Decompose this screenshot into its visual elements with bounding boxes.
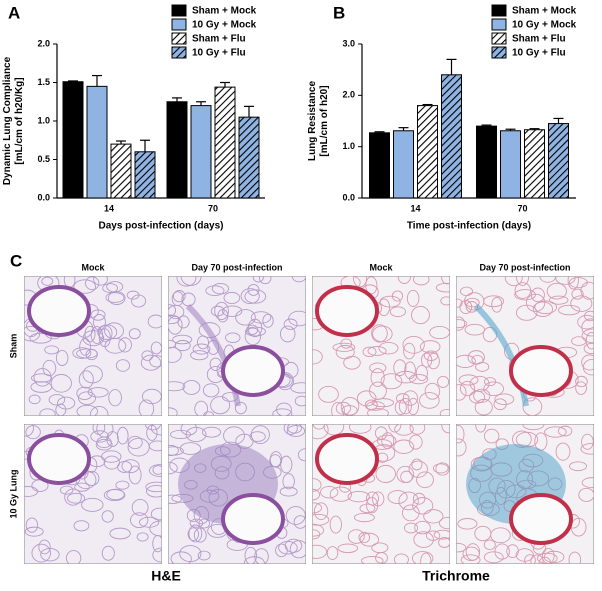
error-bar xyxy=(505,128,516,131)
error-bar xyxy=(116,140,126,145)
legend-swatch xyxy=(491,18,507,31)
y-axis-label-line: [mL/cm of h20/Kg] xyxy=(14,77,25,164)
panel-label: C xyxy=(10,251,22,270)
error-bar xyxy=(140,139,150,152)
legend-label: 10 Gy + Mock xyxy=(192,20,257,31)
legend-swatch xyxy=(491,32,507,45)
bar xyxy=(166,101,188,199)
legend-swatch xyxy=(171,32,187,45)
error-bar xyxy=(446,58,457,75)
x-tick-label: 14 xyxy=(410,203,420,213)
x-tick-label: 70 xyxy=(208,203,218,213)
bar xyxy=(417,105,438,199)
bar xyxy=(548,123,569,199)
column-header: Mock xyxy=(81,262,105,272)
bar xyxy=(500,130,521,199)
y-tick-label: 1.0 xyxy=(37,115,50,125)
bar xyxy=(524,129,545,199)
micrograph xyxy=(312,276,450,416)
panel-label: B xyxy=(333,3,345,22)
micrograph xyxy=(168,424,306,564)
error-bar xyxy=(422,103,433,106)
legend-label: Sham + Mock xyxy=(512,6,577,17)
legend-label: Sham + Flu xyxy=(512,34,566,45)
bar xyxy=(214,86,236,199)
bar xyxy=(476,125,497,199)
row-label: Sham xyxy=(8,334,18,359)
column-header: Mock xyxy=(369,262,393,272)
panel-label: A xyxy=(8,3,20,22)
y-tick-label: 0.0 xyxy=(342,192,355,202)
legend-label: Sham + Mock xyxy=(192,6,257,17)
x-axis-label: Days post-infection (days) xyxy=(98,221,223,232)
y-axis-label-line: Dynamic Lung Compliance xyxy=(2,56,13,185)
y-tick-label: 0.5 xyxy=(37,154,50,164)
error-bar xyxy=(68,80,78,82)
error-bar xyxy=(244,105,254,118)
micrograph xyxy=(456,276,594,416)
bar xyxy=(62,81,84,199)
bar xyxy=(369,132,390,199)
column-header: Day 70 post-infection xyxy=(191,262,282,272)
legend-swatch xyxy=(491,46,507,59)
bar xyxy=(110,143,132,199)
y-axis-label-line: [mL/cm of h20] xyxy=(319,85,330,156)
legend-label: 10 Gy + Flu xyxy=(192,48,246,59)
legend-label: 10 Gy + Flu xyxy=(512,48,566,59)
y-axis-label-line: Lung Resistance xyxy=(307,81,318,161)
y-axis-label: Lung Resistance[mL/cm of h20] xyxy=(307,81,330,161)
bar xyxy=(238,116,260,199)
error-bar xyxy=(398,127,409,131)
y-tick-label: 1.0 xyxy=(342,141,355,151)
legend-label: 10 Gy + Mock xyxy=(512,20,577,31)
error-bar xyxy=(481,124,492,127)
micrograph xyxy=(312,424,450,564)
error-bar xyxy=(220,81,230,88)
micrograph xyxy=(168,276,306,416)
error-bar xyxy=(553,117,564,124)
bar xyxy=(134,151,156,199)
y-axis-label: Dynamic Lung Compliance[mL/cm of h20/Kg] xyxy=(2,56,25,185)
legend-swatch xyxy=(491,4,507,17)
bar xyxy=(441,74,462,199)
y-tick-label: 3.0 xyxy=(342,38,355,48)
error-bar xyxy=(92,74,102,87)
stain-label: Trichrome xyxy=(422,568,490,584)
error-bar xyxy=(529,128,540,130)
y-tick-label: 2.0 xyxy=(342,90,355,100)
x-tick-label: 70 xyxy=(517,203,527,213)
stain-label: H&E xyxy=(151,568,181,584)
micrograph xyxy=(24,276,162,416)
bar xyxy=(190,105,212,199)
legend-swatch xyxy=(171,18,187,31)
x-axis-label: Time post-infection (days) xyxy=(407,221,531,232)
micrograph xyxy=(456,424,594,564)
legend-swatch xyxy=(171,46,187,59)
legend-label: Sham + Flu xyxy=(192,34,246,45)
error-bar xyxy=(172,97,182,102)
bar xyxy=(86,85,108,199)
y-tick-label: 2.0 xyxy=(37,38,50,48)
y-tick-label: 1.5 xyxy=(37,77,50,87)
x-tick-label: 14 xyxy=(104,203,114,213)
y-tick-label: 0.0 xyxy=(37,192,50,202)
bar xyxy=(393,130,414,199)
error-bar xyxy=(196,101,206,106)
micrograph xyxy=(24,424,162,564)
column-header: Day 70 post-infection xyxy=(479,262,570,272)
row-label: 10 Gy Lung xyxy=(8,469,18,518)
legend-swatch xyxy=(171,4,187,17)
error-bar xyxy=(374,131,385,133)
